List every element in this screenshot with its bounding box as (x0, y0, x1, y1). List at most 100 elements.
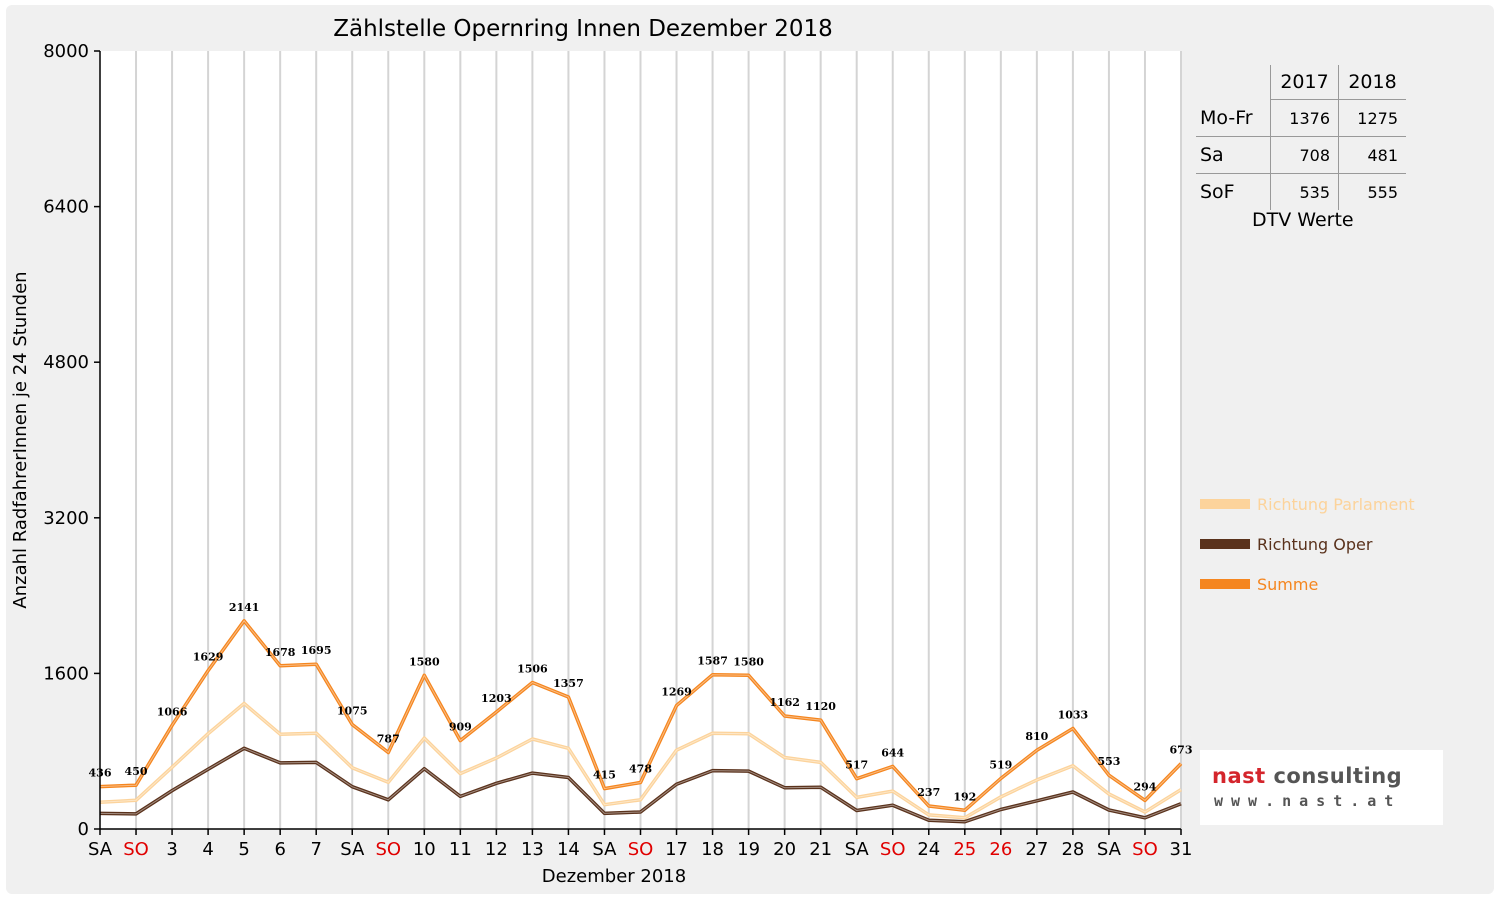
dtv-value-2017: 535 (1270, 173, 1339, 210)
dtv-value-2017: 708 (1270, 136, 1339, 174)
data-label: 415 (593, 769, 616, 782)
data-label: 1269 (661, 686, 692, 699)
dtv-row-mofr: Mo-Fr 1376 1275 (1196, 99, 1406, 137)
data-label: 1695 (301, 644, 332, 657)
logo-brand: nast (1212, 764, 1266, 788)
x-axis-ticks: SA SO 3 4 5 6 7 SA SO 10 11 12 13 14 SA SO 17 18 19 20 21 SA S… (88, 829, 1192, 860)
x-tick-label: 5 (238, 839, 249, 860)
data-label: 1162 (769, 696, 800, 709)
x-tick-label: 18 (701, 839, 724, 860)
data-label: 519 (989, 759, 1012, 772)
series-line (99, 746, 1182, 824)
x-tick-label: 19 (737, 839, 760, 860)
x-tick-label: 25 (953, 839, 976, 860)
data-label: 1678 (265, 646, 296, 659)
x-tick-label: SA (88, 839, 113, 860)
data-label: 1066 (157, 705, 188, 718)
legend-label: Summe (1257, 575, 1318, 594)
data-label: 810 (1025, 730, 1048, 743)
dtv-header-row: 2017 2018 (1196, 65, 1406, 100)
legend-swatch (1200, 579, 1250, 589)
data-label: 1629 (193, 651, 224, 664)
x-tick-label: SO (628, 839, 654, 860)
series-line (99, 701, 1182, 820)
series-line-highlight (99, 702, 1182, 819)
x-tick-label: SO (880, 839, 906, 860)
data-label: 478 (629, 763, 652, 776)
x-tick-label: SO (375, 839, 401, 860)
data-label: 2141 (229, 601, 260, 614)
data-label: 1033 (1058, 709, 1089, 722)
dtv-value-2018: 481 (1338, 136, 1406, 174)
x-tick-label: 28 (1061, 839, 1084, 860)
logo-name: nast consulting (1212, 764, 1402, 788)
chart-title: Zählstelle Opernring Innen Dezember 2018 (333, 16, 833, 42)
x-tick-label: 31 (1170, 839, 1193, 860)
x-tick-label: 24 (917, 839, 940, 860)
data-label: 1506 (517, 663, 548, 676)
dtv-header-2018: 2018 (1338, 65, 1406, 100)
data-label: 450 (125, 765, 148, 778)
data-label: 909 (449, 721, 472, 734)
data-label: 787 (377, 732, 400, 745)
series-line-highlight (99, 747, 1182, 823)
x-tick-label: 17 (665, 839, 688, 860)
x-tick-label: SO (123, 839, 149, 860)
dtv-row-label: Sa (1196, 136, 1271, 174)
nast-consulting-logo: nast consulting www.nast.at (1200, 750, 1443, 825)
x-tick-label: SA (340, 839, 365, 860)
x-tick-label: 27 (1025, 839, 1048, 860)
data-label: 1580 (409, 655, 440, 668)
legend-label: Richtung Oper (1257, 535, 1373, 554)
x-tick-label: 3 (166, 839, 177, 860)
vertical-gridlines (135, 51, 1182, 829)
data-label: 517 (845, 759, 868, 772)
logo-url: www.nast.at (1214, 792, 1402, 810)
y-axis-label: Anzahl RadfahrerInnen je 24 Stunden (10, 271, 31, 608)
x-tick-label: 14 (557, 839, 580, 860)
data-label: 1120 (805, 700, 836, 713)
dtv-value-2018: 1275 (1338, 99, 1406, 137)
x-tick-label: 11 (449, 839, 472, 860)
dtv-header-2017: 2017 (1270, 65, 1339, 100)
dtv-header-empty (1196, 65, 1271, 100)
y-tick-label: 1600 (43, 663, 89, 684)
data-label: 1587 (697, 655, 728, 668)
dtv-value-2017: 1376 (1270, 99, 1339, 137)
x-tick-label: 4 (202, 839, 213, 860)
dtv-value-2018: 555 (1338, 173, 1406, 210)
data-label: 553 (1097, 755, 1120, 768)
legend: Richtung Parlament Richtung Oper Summe (1200, 495, 1415, 594)
data-label: 1203 (481, 692, 512, 705)
y-axis-ticks: 0 1600 3200 4800 6400 8000 (43, 41, 100, 840)
data-label: 237 (917, 786, 940, 799)
series-lines (99, 619, 1183, 824)
dtv-row-label: SoF (1200, 181, 1235, 203)
x-tick-label: 21 (809, 839, 832, 860)
dtv-row-sof: SoF 535 555 (1196, 173, 1406, 210)
logo-suffix: consulting (1265, 764, 1403, 788)
data-label: 294 (1133, 780, 1156, 793)
data-label: 644 (881, 746, 904, 759)
y-tick-label: 8000 (43, 41, 89, 62)
x-tick-label: 20 (773, 839, 796, 860)
dtv-table: 2017 2018 Mo-Fr 1376 1275 Sa 708 481 SoF… (1196, 65, 1406, 210)
legend-swatch (1200, 499, 1250, 509)
x-tick-label: 6 (274, 839, 285, 860)
data-label: 192 (953, 790, 976, 803)
x-axis-label: Dezember 2018 (542, 866, 686, 887)
y-tick-label: 6400 (43, 197, 89, 218)
legend-label: Richtung Parlament (1257, 495, 1415, 514)
series-line (99, 619, 1183, 813)
data-label: 1075 (337, 704, 368, 717)
x-tick-label: SA (1097, 839, 1122, 860)
x-tick-label: SA (592, 839, 617, 860)
x-tick-label: 7 (310, 839, 321, 860)
dtv-row-sa: Sa 708 481 (1196, 136, 1406, 174)
x-tick-label: SO (1132, 839, 1158, 860)
x-tick-label: 12 (485, 839, 508, 860)
y-tick-label: 0 (78, 819, 89, 840)
x-tick-label: 26 (989, 839, 1012, 860)
